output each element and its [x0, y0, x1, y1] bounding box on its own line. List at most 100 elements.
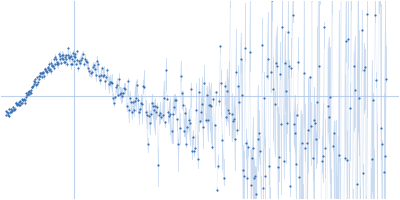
Point — [69, 58, 76, 61]
Point — [158, 115, 165, 118]
Point — [159, 113, 166, 117]
Point — [202, 118, 209, 122]
Point — [16, 99, 23, 103]
Point — [49, 63, 56, 66]
Point — [50, 64, 56, 68]
Point — [178, 91, 185, 94]
Point — [27, 90, 33, 94]
Point — [204, 94, 210, 97]
Point — [132, 99, 138, 103]
Point — [222, 84, 228, 87]
Point — [186, 121, 193, 124]
Point — [25, 90, 32, 93]
Point — [99, 67, 105, 70]
Point — [34, 82, 40, 85]
Point — [361, 68, 367, 71]
Point — [51, 58, 58, 61]
Point — [105, 83, 112, 86]
Point — [191, 149, 198, 152]
Point — [21, 101, 28, 104]
Point — [108, 81, 115, 85]
Point — [131, 108, 137, 111]
Point — [23, 92, 30, 95]
Point — [108, 81, 114, 84]
Point — [360, 171, 366, 175]
Point — [103, 76, 110, 79]
Point — [149, 101, 155, 104]
Point — [90, 65, 96, 68]
Point — [321, 25, 328, 28]
Point — [18, 98, 25, 101]
Point — [230, 119, 236, 122]
Point — [55, 62, 62, 65]
Point — [66, 56, 72, 59]
Point — [283, 89, 289, 92]
Point — [331, 132, 338, 135]
Point — [316, 64, 322, 68]
Point — [12, 107, 18, 110]
Point — [126, 108, 132, 111]
Point — [62, 55, 68, 58]
Point — [83, 60, 90, 63]
Point — [293, 162, 299, 166]
Point — [14, 103, 20, 106]
Point — [168, 129, 175, 132]
Point — [279, 25, 286, 28]
Point — [142, 110, 149, 113]
Point — [79, 56, 85, 59]
Point — [56, 57, 63, 61]
Point — [119, 94, 126, 97]
Point — [284, 121, 290, 125]
Point — [85, 67, 92, 70]
Point — [82, 58, 88, 61]
Point — [214, 188, 220, 191]
Point — [47, 68, 53, 71]
Point — [241, 174, 247, 177]
Point — [306, 75, 313, 78]
Point — [253, 192, 260, 195]
Point — [84, 61, 90, 64]
Point — [160, 97, 167, 100]
Point — [151, 108, 157, 111]
Point — [330, 145, 336, 148]
Point — [64, 63, 70, 66]
Point — [301, 71, 307, 74]
Point — [48, 70, 54, 73]
Point — [6, 108, 12, 111]
Point — [192, 146, 198, 149]
Point — [344, 158, 350, 161]
Point — [189, 149, 195, 153]
Point — [305, 128, 312, 132]
Point — [61, 60, 67, 63]
Point — [206, 103, 212, 106]
Point — [225, 108, 231, 111]
Point — [269, 0, 276, 2]
Point — [150, 105, 156, 108]
Point — [117, 92, 123, 95]
Point — [78, 59, 84, 62]
Point — [128, 101, 134, 104]
Point — [210, 98, 217, 101]
Point — [319, 159, 325, 162]
Point — [176, 127, 183, 130]
Point — [209, 145, 216, 148]
Point — [230, 118, 237, 121]
Point — [188, 87, 194, 91]
Point — [8, 110, 14, 114]
Point — [61, 61, 68, 64]
Point — [201, 81, 208, 84]
Point — [336, 153, 342, 157]
Point — [245, 145, 252, 148]
Point — [116, 77, 122, 80]
Point — [120, 92, 126, 95]
Point — [90, 64, 97, 67]
Point — [190, 135, 196, 138]
Point — [254, 137, 261, 140]
Point — [67, 55, 73, 58]
Point — [298, 142, 305, 145]
Point — [124, 80, 131, 83]
Point — [97, 79, 103, 82]
Point — [72, 56, 79, 59]
Point — [152, 105, 158, 108]
Point — [194, 157, 201, 160]
